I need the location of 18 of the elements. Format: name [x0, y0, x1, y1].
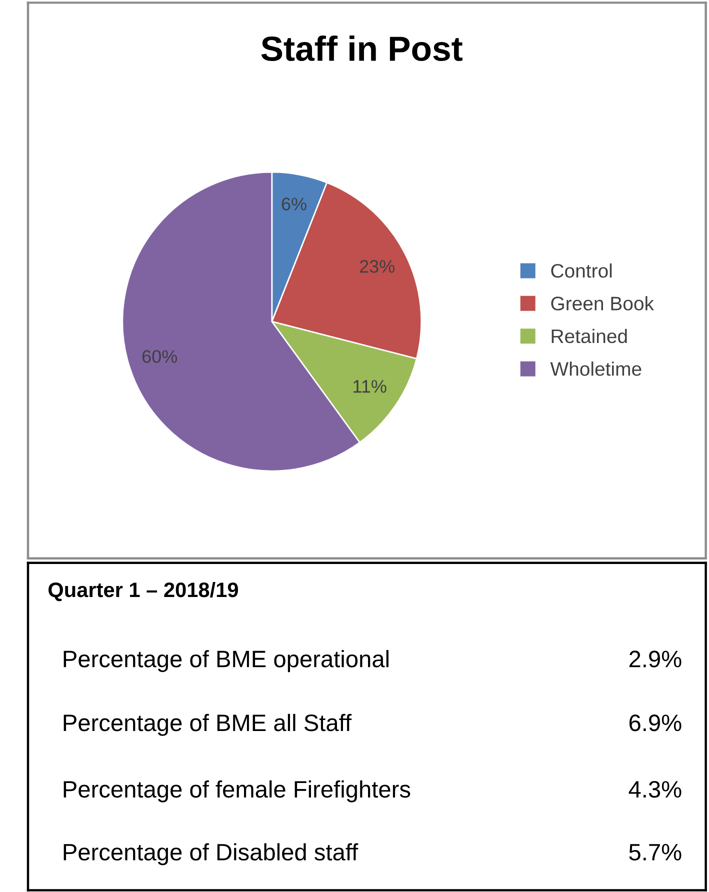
text: Percentage of BME all Staff [64, 714, 352, 736]
text: Percentage of Disabled staff [64, 843, 358, 866]
text: Percentage of female Firefighters [64, 780, 410, 802]
text: 5.7% [629, 844, 682, 861]
text: 6.9% [629, 714, 682, 732]
text: Quarter 1 – 2018/19 [48, 582, 238, 602]
text: Percentage of BME operational [64, 650, 388, 672]
data-label: 60% [142, 350, 178, 363]
text: 2.9% [629, 650, 682, 668]
data-label: 6% [282, 198, 306, 210]
data-label: 11% [354, 380, 386, 393]
chart-title: Staff in Post [261, 36, 462, 62]
legend-label: Green Book [551, 296, 654, 310]
legend-label: Wholetime [550, 362, 642, 376]
text: 4.3% [628, 780, 682, 798]
data-label: 23% [360, 260, 395, 273]
legend-label: Retained [552, 328, 627, 344]
legend-label: Control [551, 263, 612, 278]
